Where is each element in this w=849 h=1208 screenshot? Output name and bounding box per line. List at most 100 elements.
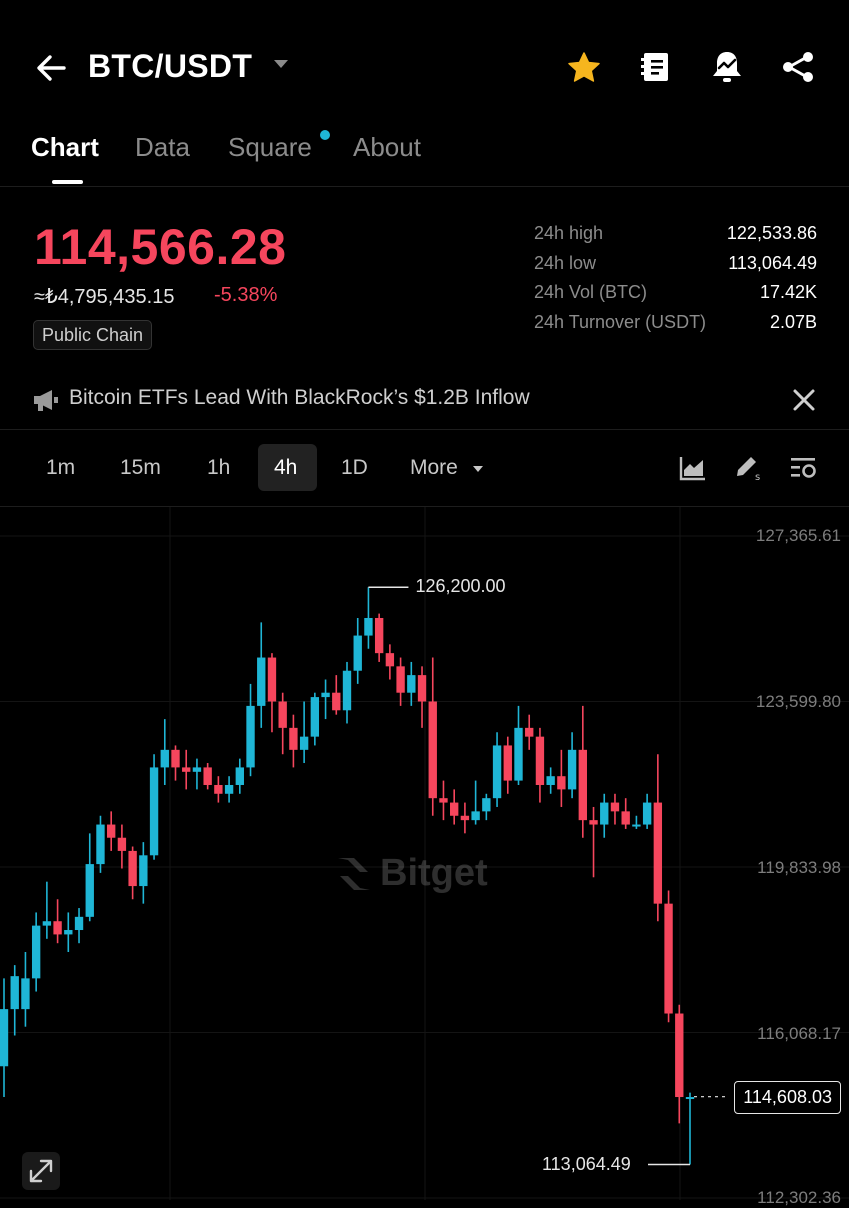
- candle: [192, 758, 202, 790]
- candle-body: [235, 767, 244, 785]
- watermark-text: Bitget: [380, 852, 488, 894]
- candle: [675, 1004, 684, 1124]
- candle-body: [385, 653, 395, 667]
- y-tick-label: 123,599.80: [755, 692, 841, 711]
- candle: [96, 815, 105, 873]
- candle-body: [600, 802, 609, 825]
- candle: [546, 767, 555, 794]
- candle-body: [171, 749, 180, 768]
- megaphone-icon: [34, 390, 58, 411]
- stat-label-low: 24h low: [534, 253, 597, 273]
- candle: [653, 754, 663, 922]
- y-tick-label: 116,068.17: [757, 1024, 841, 1043]
- candle: [310, 692, 320, 746]
- candle-body: [267, 657, 277, 702]
- candle-body: [578, 749, 587, 821]
- candle-body: [21, 978, 30, 1010]
- candle: [407, 661, 416, 706]
- candle-body: [632, 824, 641, 827]
- candle-body: [450, 802, 459, 816]
- candle-body: [610, 802, 620, 812]
- timeframe-1h[interactable]: 1h: [207, 456, 231, 479]
- candle: [160, 719, 169, 785]
- candle: [492, 732, 502, 807]
- news-divider: [0, 429, 849, 430]
- notebook-icon[interactable]: [640, 50, 672, 84]
- candle: [578, 705, 587, 838]
- candle: [642, 793, 652, 829]
- pair-title[interactable]: BTC/USDT: [88, 48, 253, 84]
- candle-body: [492, 745, 502, 799]
- candle-body: [31, 925, 41, 979]
- candle-body: [503, 745, 512, 781]
- bell-alert-icon[interactable]: [710, 49, 744, 85]
- candle-body: [664, 903, 673, 1014]
- low-marker-label: 113,064.49: [542, 1153, 631, 1174]
- tab-data[interactable]: Data: [135, 132, 190, 162]
- candle: [685, 1092, 695, 1165]
- candle-body: [74, 916, 84, 931]
- timeframe-1d[interactable]: 1D: [341, 456, 368, 479]
- candle-body: [128, 850, 137, 887]
- candle-body: [182, 767, 191, 772]
- candle: [514, 705, 523, 785]
- more-caret-icon[interactable]: [473, 466, 483, 472]
- candle-body: [428, 701, 437, 799]
- candle-body: [107, 824, 116, 838]
- y-tick-label: 119,833.98: [757, 858, 841, 877]
- candle: [117, 824, 127, 869]
- dropdown-caret-icon[interactable]: [274, 60, 288, 68]
- news-headline[interactable]: Bitcoin ETFs Lead With BlackRock’s $1.2B…: [69, 386, 530, 409]
- candle: [42, 881, 52, 939]
- candle: [128, 846, 137, 900]
- candle-body: [374, 617, 384, 654]
- candle: [214, 776, 223, 803]
- timeframe-more[interactable]: More: [410, 456, 458, 479]
- bitget-logo-icon: [338, 857, 370, 890]
- tab-chart[interactable]: Chart: [31, 132, 99, 162]
- candle-body: [149, 767, 159, 856]
- expand-icon[interactable]: [22, 1152, 60, 1190]
- candle-body: [439, 798, 448, 803]
- candle: [471, 780, 480, 825]
- candle-body: [675, 1013, 684, 1098]
- timeframe-1m[interactable]: 1m: [46, 456, 76, 479]
- tab-square[interactable]: Square: [228, 132, 312, 162]
- close-icon[interactable]: [792, 388, 816, 412]
- timeframe-4h[interactable]: 4h: [274, 456, 298, 479]
- timeframe-15m[interactable]: 15m: [120, 456, 161, 479]
- candle: [374, 613, 384, 662]
- y-tick-label: 127,365.61: [755, 526, 841, 545]
- candle: [632, 815, 641, 829]
- candle-body: [117, 837, 127, 851]
- candle-body: [289, 727, 298, 750]
- candle-body: [567, 749, 577, 790]
- candle: [0, 978, 9, 1098]
- candle: [567, 732, 577, 799]
- chart-settings-icon[interactable]: [789, 455, 817, 481]
- share-icon[interactable]: [781, 50, 815, 84]
- area-chart-icon[interactable]: [679, 455, 707, 481]
- candle: [557, 749, 566, 807]
- candle: [182, 749, 191, 790]
- category-tag[interactable]: Public Chain: [33, 320, 153, 350]
- candle-body: [278, 701, 287, 728]
- candle-body: [139, 855, 148, 887]
- candle: [664, 890, 673, 1023]
- tab-about[interactable]: About: [353, 132, 421, 162]
- candle: [525, 714, 534, 750]
- candlestick-chart[interactable]: [0, 507, 849, 1200]
- high-marker-label: 126,200.00: [415, 576, 506, 597]
- candle: [417, 666, 427, 728]
- star-icon[interactable]: [567, 51, 601, 83]
- candle: [364, 587, 373, 649]
- candle-body: [342, 670, 352, 711]
- back-arrow-icon[interactable]: [34, 50, 70, 86]
- toolbar-divider: [0, 506, 849, 507]
- candle-body: [514, 727, 523, 781]
- candle-body: [407, 675, 416, 693]
- candle-body: [246, 705, 255, 768]
- candle-body: [53, 921, 62, 935]
- candle-body: [299, 736, 309, 750]
- drawing-tool-icon[interactable]: s: [734, 455, 764, 481]
